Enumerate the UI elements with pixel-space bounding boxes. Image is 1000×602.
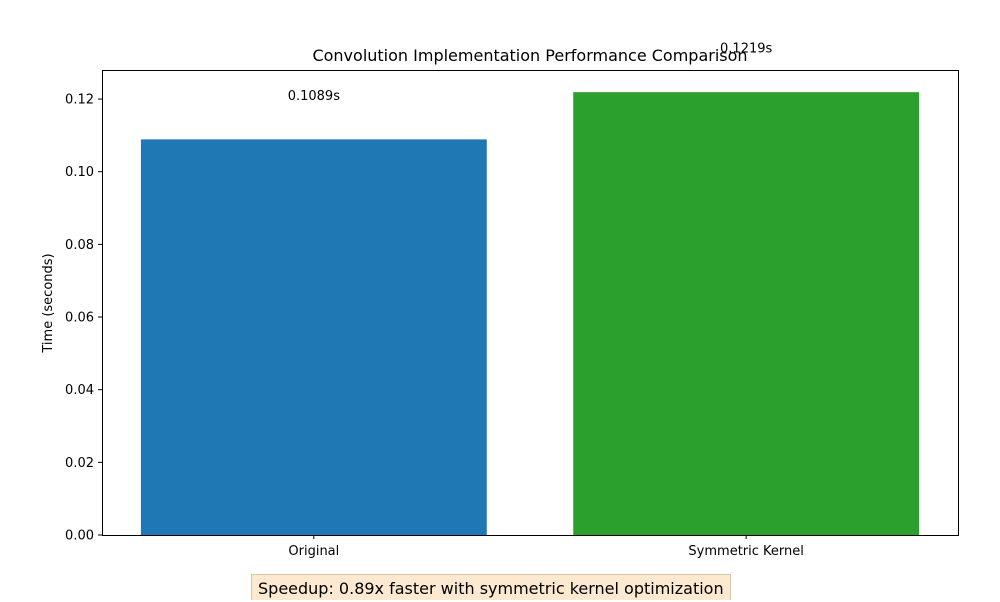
y-tick-label: 0.08 bbox=[65, 238, 94, 253]
bar-original bbox=[140, 139, 487, 535]
x-axis-ticks: Original Symmetric Kernel bbox=[288, 535, 804, 559]
bar-value-labels: 0.1089s 0.1219s bbox=[288, 42, 773, 104]
y-tick-label: 0.04 bbox=[65, 383, 94, 398]
speedup-annotation: Speedup: 0.89x faster with symmetric ker… bbox=[251, 574, 731, 600]
y-tick-label: 0.12 bbox=[65, 93, 94, 108]
y-tick-label: 0.02 bbox=[65, 456, 94, 471]
x-tick-label-original: Original bbox=[288, 544, 339, 559]
y-tick-label: 0.06 bbox=[65, 311, 94, 326]
x-tick-label-symmetric-kernel: Symmetric Kernel bbox=[688, 544, 803, 559]
y-axis-ticks: 0.00 0.02 0.04 0.06 0.08 0.10 0.12 bbox=[65, 93, 102, 544]
y-tick-label: 0.00 bbox=[65, 529, 94, 544]
bars bbox=[140, 92, 920, 535]
value-label-symmetric-kernel: 0.1219s bbox=[720, 42, 772, 57]
plot-area-frame bbox=[102, 70, 959, 536]
bar-symmetric-kernel bbox=[573, 92, 920, 535]
chart-title: Convolution Implementation Performance C… bbox=[312, 46, 747, 65]
y-tick-label: 0.10 bbox=[65, 165, 94, 180]
value-label-original: 0.1089s bbox=[288, 89, 340, 104]
y-axis-label: Time (seconds) bbox=[41, 253, 56, 353]
